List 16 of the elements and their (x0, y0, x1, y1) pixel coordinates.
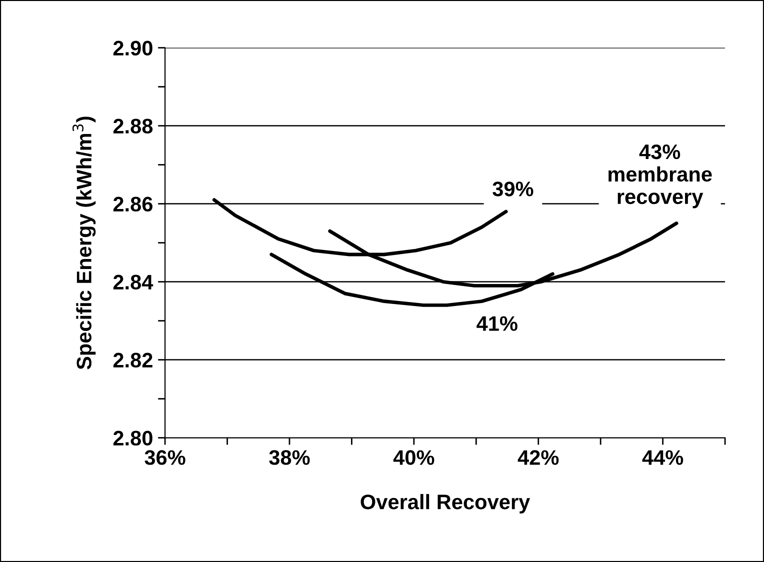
x-tick-label: 40% (393, 450, 434, 465)
y-axis-title: Specific Energy (kWh/m$^{3}$) (72, 116, 96, 370)
y-tick-label: 2.84 (113, 274, 154, 290)
x-tick-label: 38% (269, 450, 310, 465)
y-tick-label: 2.80 (113, 430, 152, 446)
y-tick-label: 2.82 (113, 352, 152, 368)
x-tick-label: 44% (642, 450, 684, 465)
x-axis-title: Overall Recovery (360, 494, 530, 514)
series-label: 41% (476, 316, 518, 331)
y-tick-label: 2.86 (113, 196, 152, 212)
x-tick-label: 42% (518, 450, 559, 465)
x-tick-label: 36% (144, 450, 186, 465)
y-tick-label: 2.90 (113, 40, 152, 56)
series-label: 39% (492, 182, 534, 196)
y-tick-label: 2.88 (113, 118, 153, 134)
series-label: 43% membrane recovery (608, 144, 712, 208)
